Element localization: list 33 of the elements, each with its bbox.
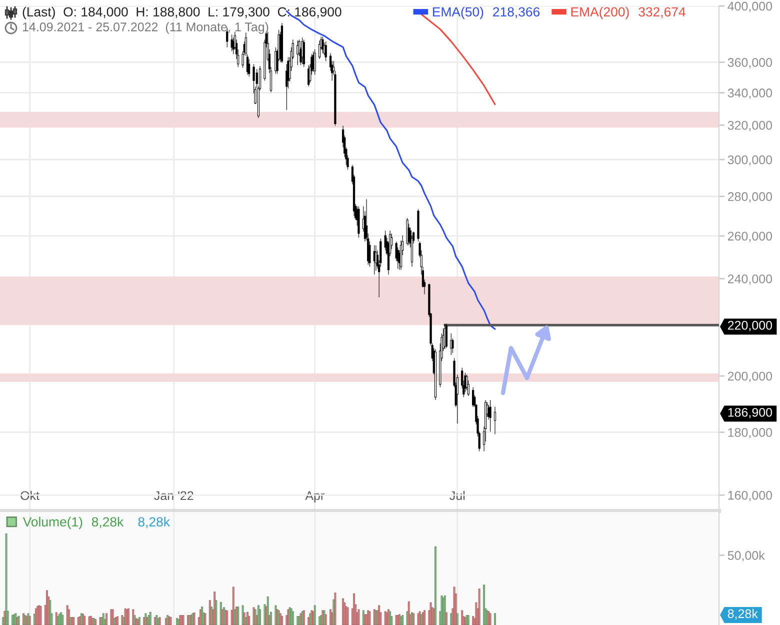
legend-label: Volume(1) xyxy=(22,516,82,530)
legend-label: EMA(50) xyxy=(433,6,484,20)
annotation: 332,674 xyxy=(638,7,686,18)
y-tick-label: 8,28k xyxy=(728,608,758,620)
annotation: 8,28k xyxy=(92,516,124,528)
y-tick-label: 360,000 xyxy=(728,58,772,68)
candlestick xyxy=(406,218,408,246)
candlestick xyxy=(489,400,492,432)
y-tick-label: 50,00k xyxy=(728,550,765,562)
text: 14.09.2021 - 25.07.2022 (11 Monate, 1 Tag) xyxy=(22,22,268,34)
candlestick xyxy=(494,406,496,435)
y-tick-label: 260,000 xyxy=(728,232,772,242)
annotation: 8,28k xyxy=(138,516,170,528)
candlestick xyxy=(280,22,284,64)
y-tick-label: 300,000 xyxy=(728,155,772,166)
y-tick-label: 200,000 xyxy=(728,372,772,382)
y-tick-label: 240,000 xyxy=(728,274,772,285)
candlestick xyxy=(318,40,321,60)
y-tick-label: 320,000 xyxy=(728,120,772,132)
candlestick xyxy=(358,206,360,238)
y-tick-label: 340,000 xyxy=(728,88,772,99)
y-tick-label: 400,000 xyxy=(728,2,772,12)
annotation: 218,366 xyxy=(493,7,540,18)
y-tick-label: 180,000 xyxy=(728,428,772,438)
y-tick-label: 186,900 xyxy=(728,408,772,418)
y-tick-label: 220,000 xyxy=(728,320,772,332)
chart-title: (Last) O: 184,000 H: 188,800 L: 179,300 C: 186,900 xyxy=(22,6,342,20)
legend-label: EMA(200) xyxy=(571,6,629,20)
y-tick-label: 160,000 xyxy=(728,490,772,502)
candlestick xyxy=(373,244,376,275)
candlestick xyxy=(230,34,233,52)
candlestick xyxy=(417,208,420,242)
y-tick-label: 280,000 xyxy=(728,192,772,203)
